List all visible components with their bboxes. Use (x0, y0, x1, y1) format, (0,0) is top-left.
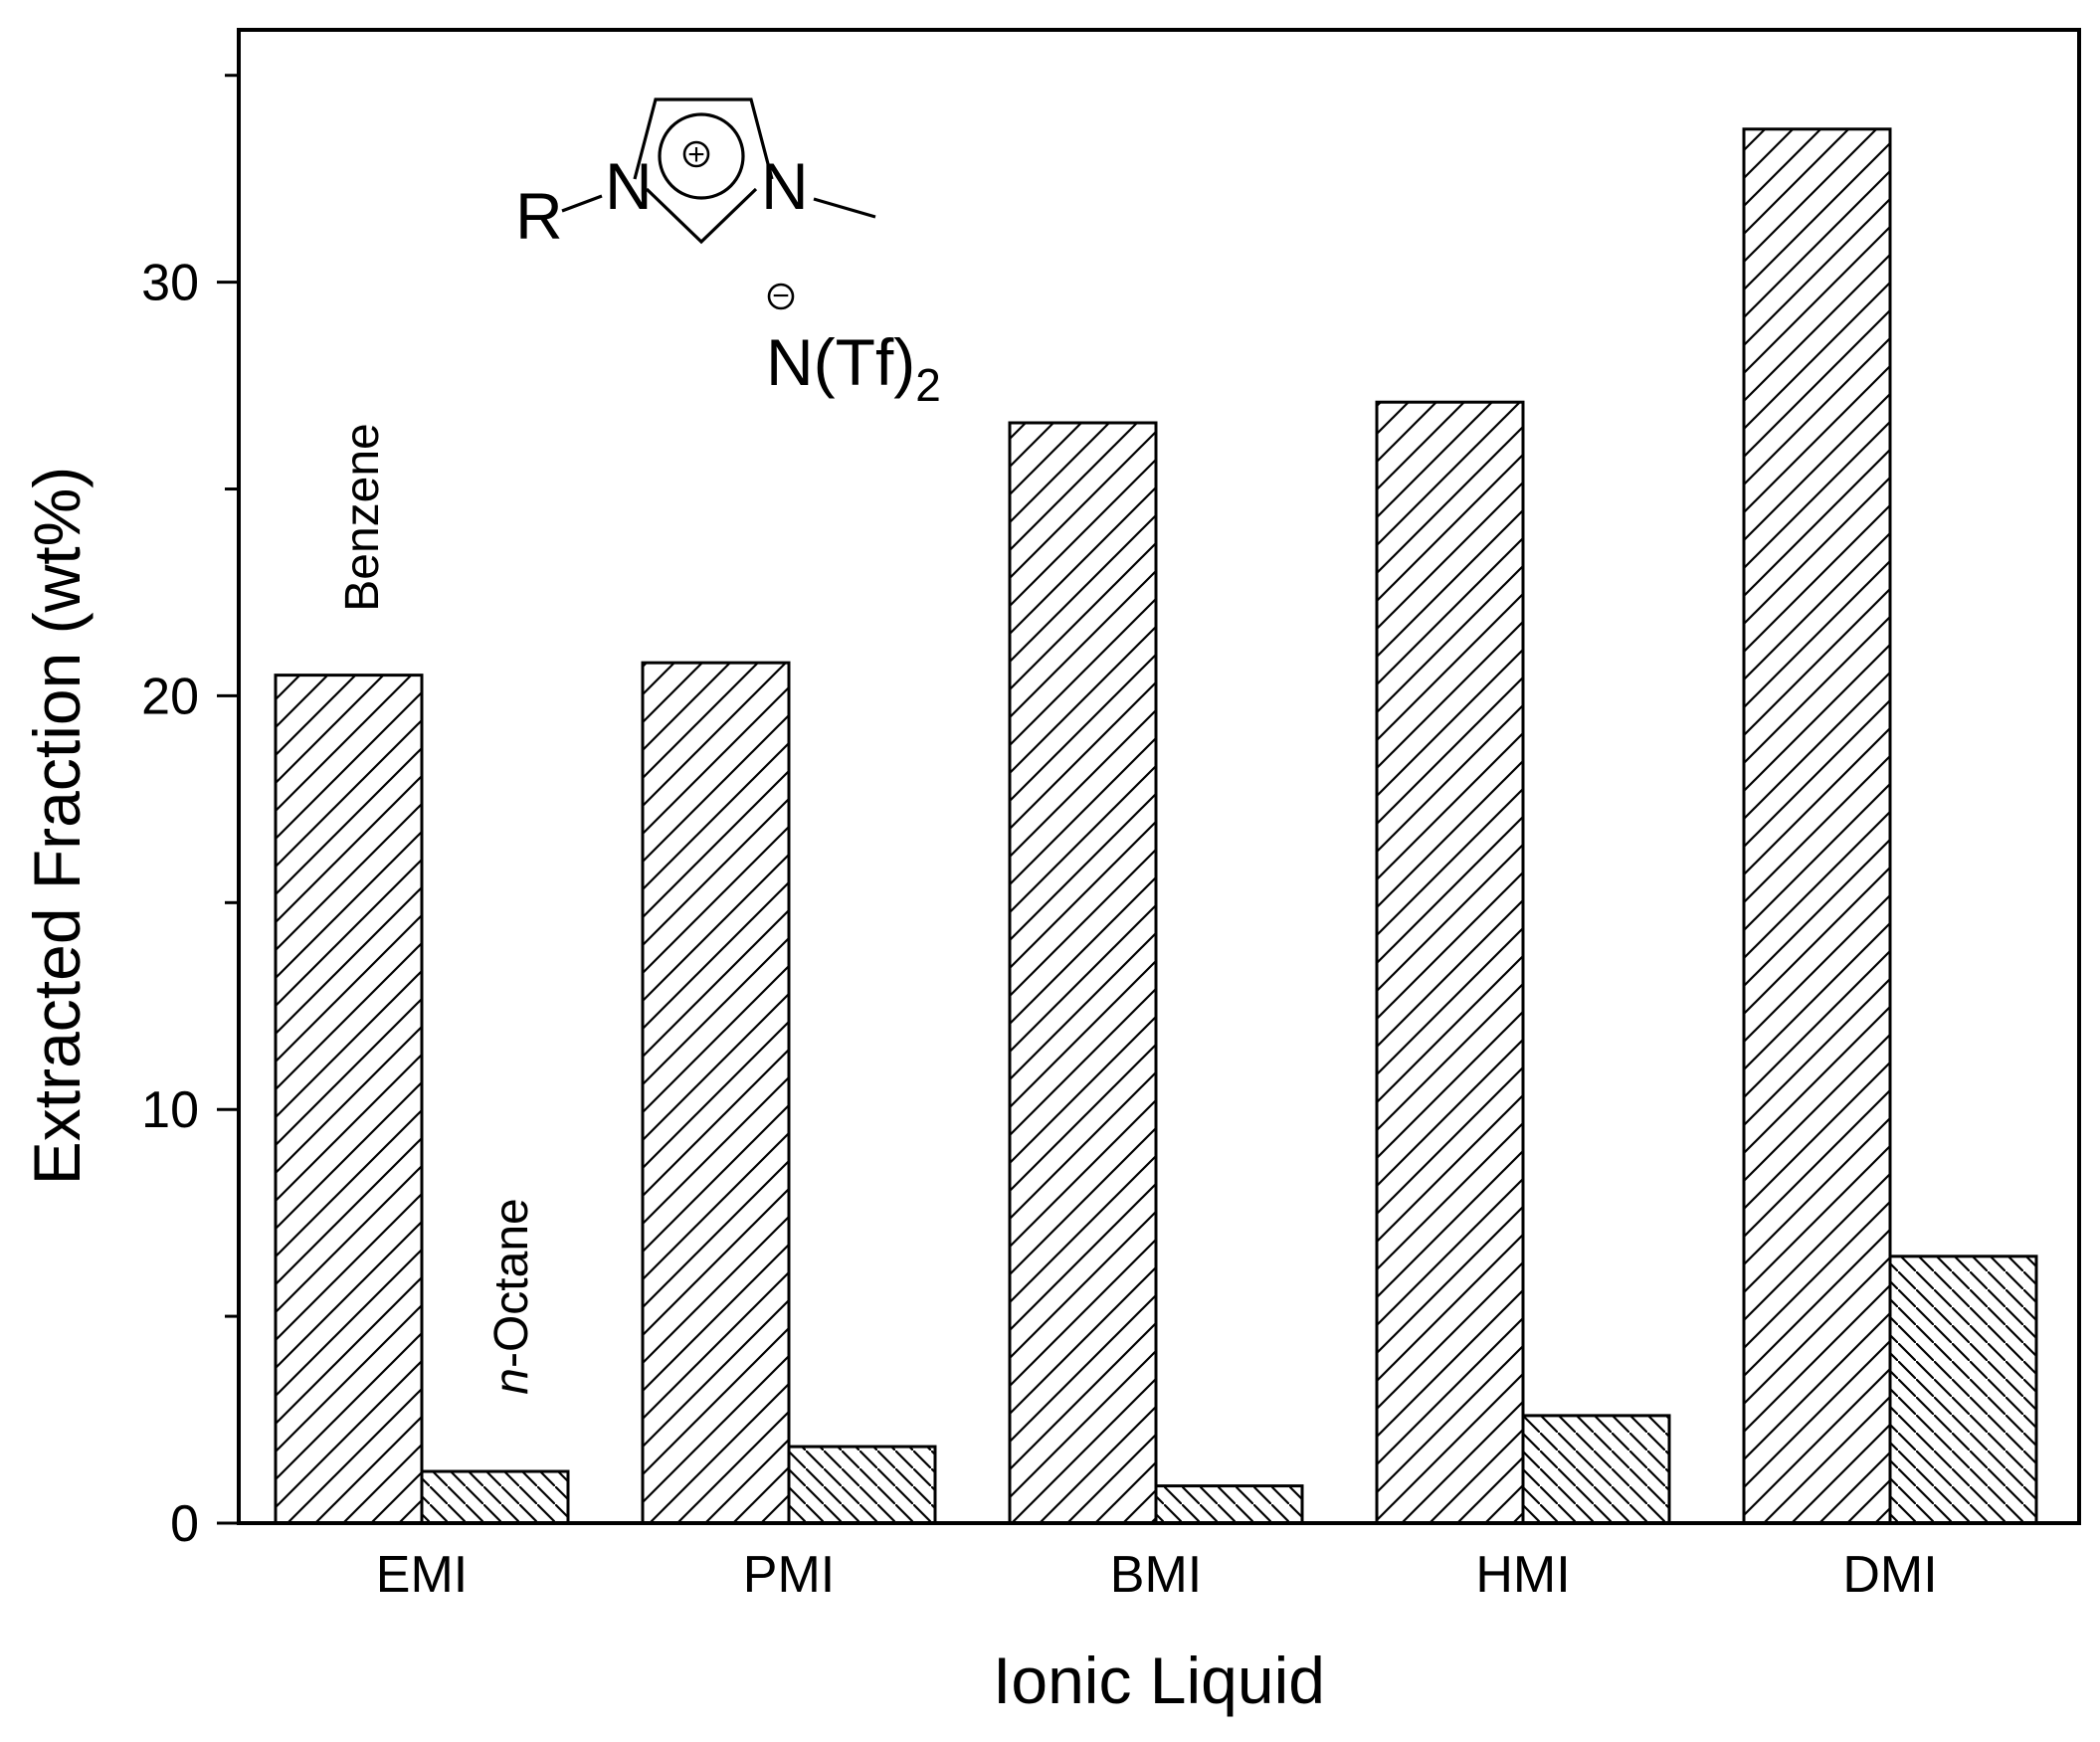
r-bond (561, 194, 603, 213)
bar-n-octane-pmi (787, 1445, 937, 1525)
imidazolium-ring (633, 97, 774, 245)
anion-label: N(Tf)2 (766, 325, 941, 411)
ring-charge-circle (658, 112, 745, 200)
benzene-annotation: Benzene (336, 423, 389, 612)
structure-inset: + R N N − N(Tf)2 (515, 97, 941, 411)
ring-nitrogen-left: N (605, 149, 653, 223)
y-axis-title: Extracted Fraction (wt%) (20, 467, 94, 1186)
bar-n-octane-emi (420, 1469, 570, 1525)
ring-nitrogen-right: N (761, 149, 809, 223)
cation-charge-sign: + (687, 138, 705, 171)
bar-benzene-emi (274, 674, 424, 1525)
x-tick-label-dmi: DMI (1842, 1546, 1937, 1604)
anion-charge-sign: − (772, 280, 790, 312)
cation-charge-circle (682, 140, 710, 168)
y-axis-ticks: 0 10 20 30 (141, 74, 239, 1553)
methyl-bond (813, 197, 876, 219)
y-tick-label-0: 0 (170, 1495, 199, 1553)
x-tick-label-emi: EMI (376, 1546, 468, 1604)
y-tick-label-20: 20 (141, 668, 199, 725)
bar-benzene-pmi (641, 661, 791, 1525)
anion-formula: N(Tf) (766, 325, 915, 399)
bar-benzene-hmi (1375, 400, 1525, 1525)
x-tick-label-bmi: BMI (1110, 1546, 1202, 1604)
anion-charge-circle (767, 283, 795, 310)
y-tick-label-10: 10 (141, 1081, 199, 1139)
bar-n-octane-dmi (1888, 1255, 2038, 1525)
substituent-r: R (515, 179, 563, 253)
bar-n-octane-hmi (1521, 1414, 1671, 1525)
x-axis-labels: EMI PMI BMI HMI DMI (376, 1546, 1938, 1604)
bar-benzene-bmi (1008, 421, 1158, 1525)
bar-n-octane-bmi (1154, 1484, 1304, 1525)
x-tick-label-pmi: PMI (743, 1546, 835, 1604)
y-tick-label-30: 30 (141, 255, 199, 312)
x-tick-label-hmi: HMI (1475, 1546, 1570, 1604)
octane-annotation: n-Octane (485, 1198, 538, 1394)
octane-annotation-italic: n (485, 1368, 538, 1395)
bars-layer (274, 127, 2038, 1525)
octane-annotation-rest: -Octane (485, 1198, 538, 1368)
anion-subscript: 2 (915, 359, 941, 411)
bar-benzene-dmi (1742, 127, 1892, 1525)
x-axis-title: Ionic Liquid (993, 1644, 1325, 1717)
